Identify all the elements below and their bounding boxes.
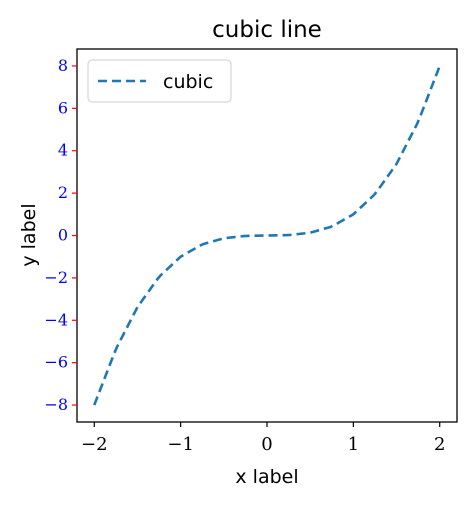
y-tick-label: −4 — [44, 310, 68, 329]
y-tick-label: 2 — [58, 183, 68, 202]
x-tick-label: −2 — [81, 434, 108, 455]
x-tick-label: 0 — [261, 434, 272, 455]
series-line-cubic — [93, 65, 441, 406]
y-axis-label: y label — [18, 203, 40, 266]
y-tick-label: 6 — [58, 98, 68, 117]
y-tick-label: 8 — [58, 56, 68, 75]
y-tick-label: −2 — [44, 268, 68, 287]
x-tick-label: −1 — [167, 434, 194, 455]
y-tick-label: −6 — [44, 353, 68, 372]
y-axis: −8 −6 −4 −2 0 2 4 6 8 — [44, 56, 77, 414]
y-tick-label: 0 — [58, 226, 68, 245]
legend-label-cubic: cubic — [163, 71, 213, 93]
x-tick-label: 1 — [348, 434, 359, 455]
plot-area — [76, 48, 458, 423]
chart-title: cubic line — [212, 17, 322, 43]
y-tick-label: −8 — [44, 395, 68, 414]
legend: cubic — [87, 59, 232, 103]
x-axis: −2 −1 0 1 2 — [81, 422, 445, 455]
x-axis-label: x label — [235, 466, 298, 488]
x-tick-label: 2 — [434, 434, 445, 455]
y-tick-label: 4 — [58, 141, 68, 160]
legend-box — [87, 59, 232, 103]
